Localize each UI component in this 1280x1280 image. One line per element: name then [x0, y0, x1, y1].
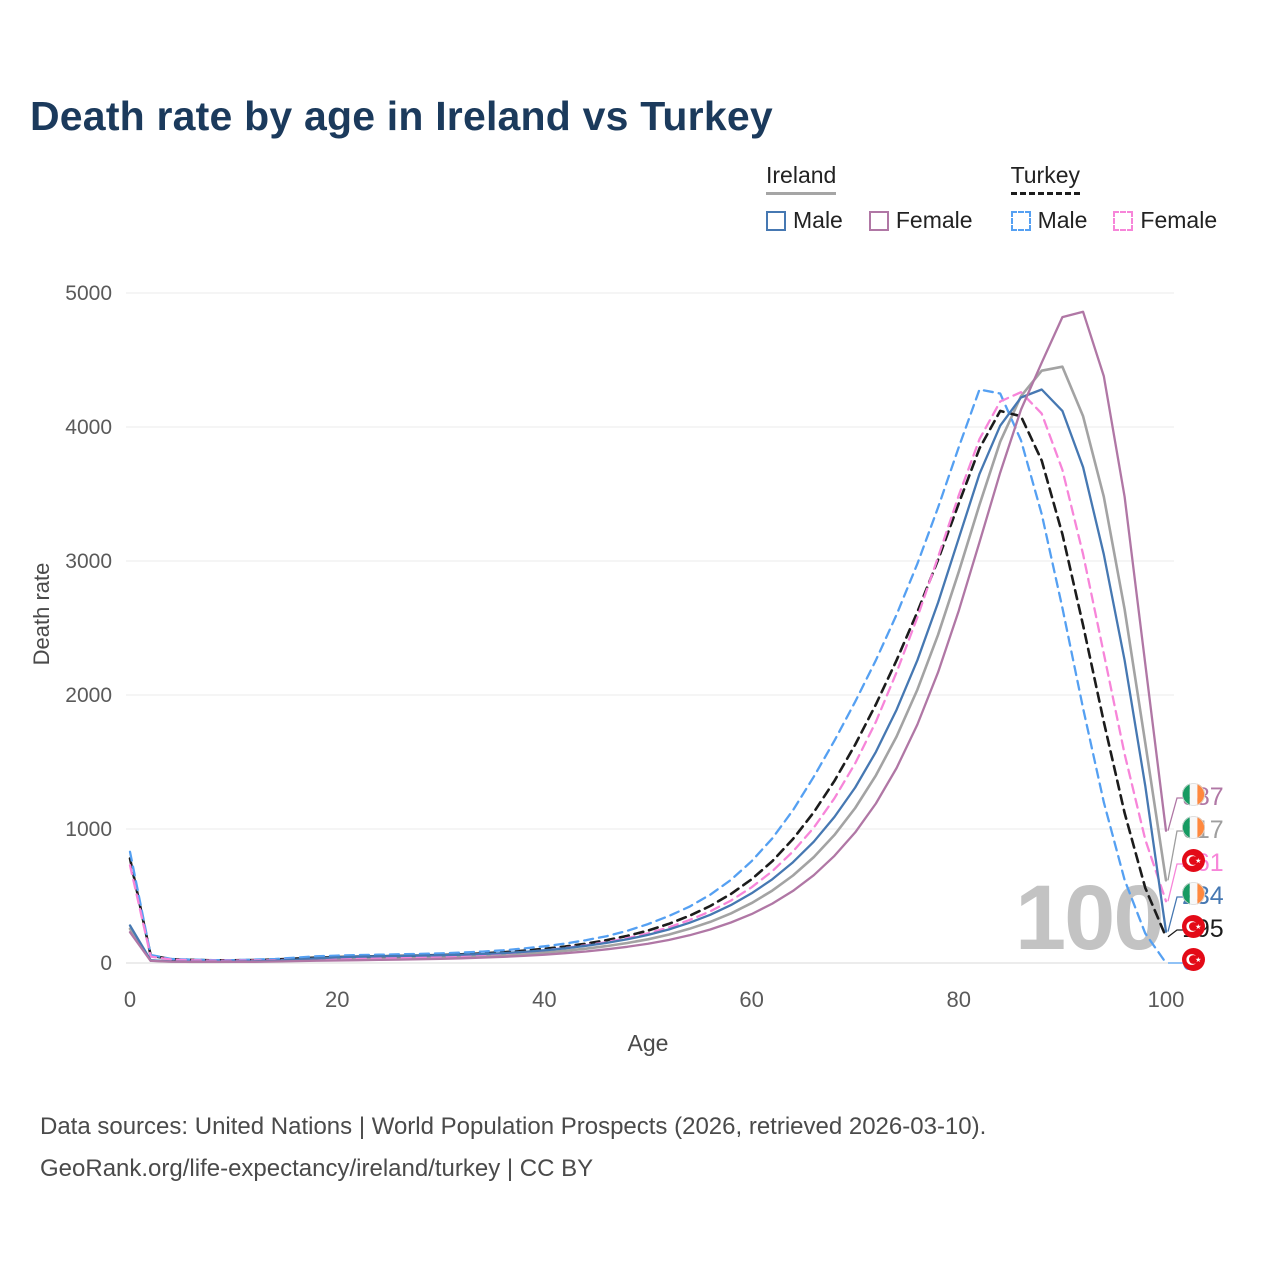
- legend-item-label: Female: [1140, 207, 1218, 233]
- legend-item-ireland-female[interactable]: Female: [868, 207, 973, 234]
- legend-items-turkey: Male Female: [1010, 207, 1217, 234]
- y-tick-label: 1000: [65, 818, 112, 841]
- line-turkey-female: [128, 391, 1168, 962]
- y-tick-label: 2000: [65, 684, 112, 707]
- footer: Data sources: United Nations | World Pop…: [40, 1106, 986, 1189]
- footer-sources: Data sources: United Nations | World Pop…: [40, 1113, 987, 1140]
- legend-group-turkey: Turkey Male Female: [1010, 162, 1217, 234]
- legend-item-turkey-male[interactable]: Male: [1010, 207, 1088, 234]
- x-axis-label: Age: [627, 1030, 669, 1056]
- ireland-male-swatch-icon: [766, 210, 786, 231]
- y-axis-label: Death rate: [29, 562, 54, 666]
- legend-header-turkey: Turkey: [1010, 162, 1081, 195]
- legend-item-turkey-female[interactable]: Female: [1113, 207, 1217, 234]
- legend-group-ireland: Ireland Male Female: [766, 162, 973, 234]
- x-tick-label: 0: [124, 987, 136, 1012]
- page-title: Death rate by age in Ireland vs Turkey: [30, 93, 773, 139]
- line-ireland-all: [128, 365, 1168, 964]
- end-label-connector: [1167, 896, 1183, 932]
- end-label-connector: [1167, 830, 1183, 881]
- y-tick-label: 3000: [65, 550, 112, 573]
- turkey-female-swatch-icon: [1113, 210, 1134, 231]
- y-tick-label: 4000: [65, 416, 112, 439]
- legend: Ireland Male Female Turkey Male Female: [766, 162, 1217, 234]
- chart-area: 100 0 1000 2000 3000 4000 5000 0 20 40 60 80 100 98…: [20, 270, 1260, 1080]
- legend-item-label: Female: [895, 207, 973, 233]
- ireland-female-swatch-icon: [868, 210, 889, 231]
- x-tick-label: 60: [739, 987, 763, 1012]
- line-turkey-male: [128, 388, 1168, 965]
- y-tick-label: 0: [100, 952, 112, 975]
- legend-item-label: Male: [793, 207, 843, 233]
- legend-items-ireland: Male Female: [766, 207, 973, 234]
- legend-item-ireland-male[interactable]: Male: [766, 207, 843, 234]
- end-label-connector: [1167, 797, 1183, 831]
- line-turkey-all: [128, 409, 1168, 962]
- footer-attribution: GeoRank.org/life-expectancy/ireland/turk…: [40, 1154, 594, 1182]
- turkey-male-swatch-icon: [1010, 210, 1031, 231]
- end-label-connector: [1167, 863, 1183, 902]
- x-tick-label: 40: [532, 987, 556, 1012]
- x-tick-label: 80: [947, 987, 971, 1012]
- line-ireland-male: [128, 388, 1168, 963]
- legend-header-ireland: Ireland: [766, 162, 837, 195]
- end-label-connector: [1167, 929, 1183, 938]
- line-ireland-female: [128, 310, 1168, 964]
- chart-canvas[interactable]: 0 1000 2000 3000 4000 5000 0 20 40 60 80 100: [20, 270, 1260, 1080]
- y-tick-label: 5000: [65, 282, 112, 305]
- x-tick-label: 20: [325, 987, 349, 1012]
- legend-item-label: Male: [1037, 207, 1088, 233]
- x-tick-label: 100: [1148, 987, 1185, 1012]
